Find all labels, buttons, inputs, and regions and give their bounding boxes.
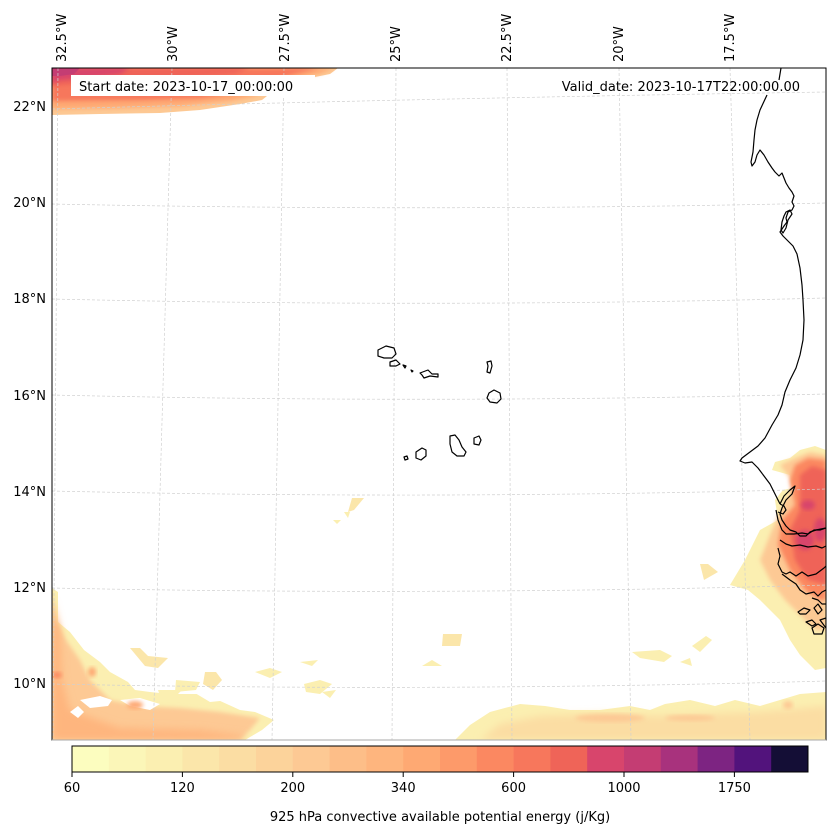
lon-tick-label: 25°W bbox=[389, 26, 404, 62]
lat-tick-label: 22°N bbox=[13, 100, 46, 115]
bijagos-island-4 bbox=[811, 623, 825, 635]
colorbar-segment bbox=[108, 746, 147, 772]
cape-region-southern-band bbox=[455, 692, 826, 740]
colorbar-segment bbox=[587, 746, 625, 772]
colorbar-tick-label: 1750 bbox=[718, 781, 751, 796]
coastline-guinea-bissau bbox=[781, 573, 826, 597]
island-fogo bbox=[415, 447, 427, 461]
coastlines bbox=[377, 68, 826, 635]
gridline-lat-18 bbox=[52, 297, 826, 304]
colorbar-segment bbox=[476, 746, 515, 772]
lon-tick-label: 27.5°W bbox=[278, 14, 293, 62]
island-branco bbox=[410, 369, 414, 373]
coastline-cape-verde-peninsula bbox=[777, 503, 787, 515]
island-sao-nicolau bbox=[419, 369, 439, 379]
bijagos-island-3 bbox=[805, 619, 817, 627]
island-sal bbox=[486, 360, 493, 374]
coastline-saharan-bay bbox=[780, 209, 793, 234]
colorbar-ticks: 60 120 200 340 600 1000 1750 bbox=[64, 772, 751, 796]
gridline-lon-30 bbox=[152, 68, 173, 740]
bijagos-island-2 bbox=[813, 603, 823, 615]
island-brava bbox=[403, 455, 409, 461]
border-gambia-south bbox=[779, 539, 826, 549]
lat-tick-labels: 22°N 20°N 18°N 16°N 14°N 12°N 10°N bbox=[13, 100, 46, 692]
valid-date-annotation: Valid_date: 2023-10-17T22:00:00.00 bbox=[562, 80, 800, 95]
lat-tick-label: 12°N bbox=[13, 581, 46, 596]
lon-tick-label: 30°W bbox=[166, 26, 181, 62]
island-santa-luzia bbox=[402, 364, 407, 369]
colorbar-segment bbox=[366, 746, 404, 772]
colorbar-segment bbox=[182, 746, 220, 772]
lat-tick-label: 16°N bbox=[13, 389, 46, 404]
colorbar-segment bbox=[771, 746, 809, 772]
colorbar-tick-label: 1000 bbox=[607, 781, 640, 796]
colorbar-segment bbox=[624, 746, 662, 772]
lat-tick-label: 18°N bbox=[13, 292, 46, 307]
gridline-lon-27.5 bbox=[271, 68, 285, 740]
colorbar-tick-label: 60 bbox=[64, 781, 81, 796]
start-date-annotation: Start date: 2023-10-17_00:00:00 bbox=[79, 80, 293, 95]
coastline-senegal bbox=[779, 485, 826, 537]
cape-region-southwest bbox=[52, 588, 274, 740]
colorbar: 60 120 200 340 600 1000 1750 925 hPa convectiv… bbox=[64, 745, 809, 825]
lat-tick-label: 10°N bbox=[13, 677, 46, 692]
colorbar-segment bbox=[256, 746, 294, 772]
lon-tick-label: 22.5°W bbox=[500, 14, 515, 62]
map-background bbox=[52, 68, 826, 740]
gridline-lon-22.5 bbox=[506, 68, 513, 740]
colorbar-segment bbox=[550, 746, 588, 772]
border-gambia-north bbox=[775, 509, 826, 535]
gridline-lon-32.5 bbox=[52, 68, 59, 740]
colorbar-tick-label: 200 bbox=[280, 781, 305, 796]
colorbar-tick-label: 600 bbox=[501, 781, 526, 796]
lon-tick-label: 17.5°W bbox=[723, 14, 738, 62]
lat-tick-label: 20°N bbox=[13, 196, 46, 211]
colorbar-segment bbox=[145, 746, 183, 772]
lon-tick-labels: 32.5°W 30°W 27.5°W 25°W 22.5°W 20°W 17.5… bbox=[55, 14, 738, 62]
lon-tick-label: 20°W bbox=[612, 26, 627, 62]
start-date-box bbox=[71, 75, 315, 96]
gridline-lat-14 bbox=[52, 488, 826, 496]
lat-tick-label: 14°N bbox=[13, 485, 46, 500]
colorbar-tick-label: 120 bbox=[170, 781, 195, 796]
island-santiago bbox=[449, 434, 467, 457]
gridline-lat-20 bbox=[52, 202, 826, 209]
colorbar-frame bbox=[71, 745, 809, 773]
gridline-lat-10 bbox=[52, 680, 826, 688]
colorbar-tick-label: 340 bbox=[391, 781, 416, 796]
colorbar-segment bbox=[697, 746, 735, 772]
coastline-west-africa-north bbox=[739, 68, 805, 505]
bijagos-island-1 bbox=[797, 607, 811, 615]
island-sao-vicente bbox=[389, 359, 401, 367]
colorbar-segment bbox=[292, 746, 331, 772]
colorbar-segment bbox=[403, 746, 441, 772]
gridline-lon-17.5 bbox=[729, 68, 751, 740]
gridlines bbox=[52, 68, 826, 740]
gridline-lon-20 bbox=[618, 68, 632, 740]
island-santo-antao bbox=[377, 345, 397, 359]
colorbar-segment bbox=[513, 746, 551, 772]
colorbar-segment bbox=[329, 746, 367, 772]
island-maio bbox=[473, 435, 482, 446]
coastline-casamance bbox=[777, 547, 826, 577]
colorbar-segment bbox=[660, 746, 699, 772]
gridline-lat-12 bbox=[52, 584, 826, 592]
colorbar-segment bbox=[72, 746, 110, 772]
colorbar-segment bbox=[219, 746, 257, 772]
gridline-lat-16 bbox=[52, 393, 826, 400]
island-boa-vista bbox=[486, 389, 502, 404]
gridline-lat-22 bbox=[52, 91, 826, 110]
colorbar-segment bbox=[440, 746, 478, 772]
bijagos-island-5 bbox=[819, 617, 826, 629]
gridline-lon-25 bbox=[391, 68, 397, 740]
colorbar-segments bbox=[72, 746, 809, 772]
colorbar-label: 925 hPa convective available potential e… bbox=[270, 810, 610, 825]
coastline-guinea-bissau-south bbox=[811, 597, 826, 605]
colorbar-segment bbox=[734, 746, 772, 772]
lon-tick-label: 32.5°W bbox=[55, 14, 70, 62]
